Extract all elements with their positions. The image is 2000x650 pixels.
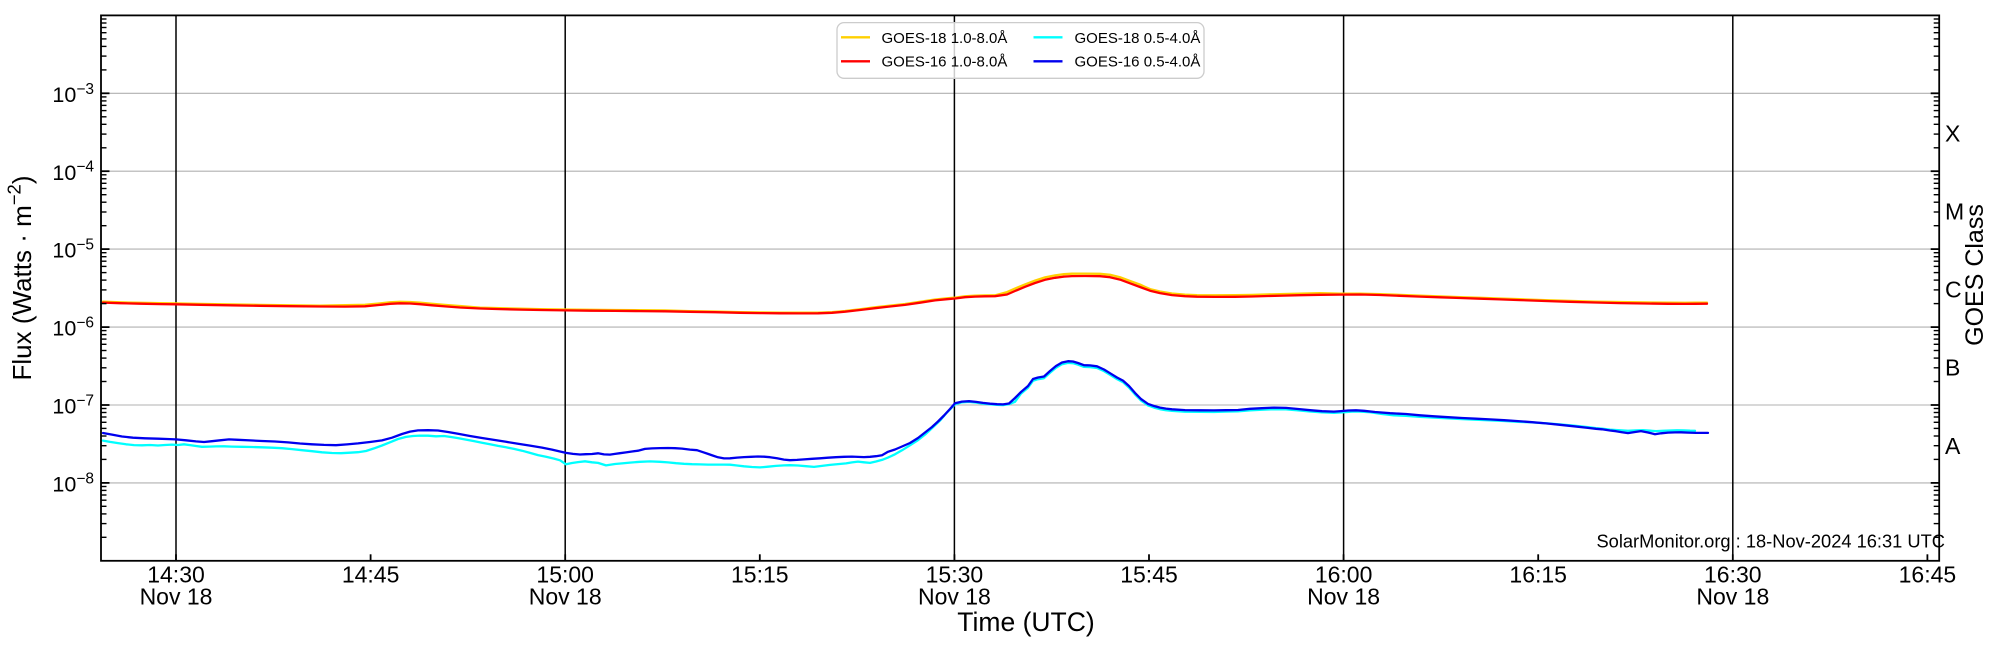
svg-text:GOES Class: GOES Class bbox=[1961, 204, 1989, 346]
svg-text:16:30: 16:30 bbox=[1704, 562, 1762, 588]
svg-text:15:15: 15:15 bbox=[731, 562, 789, 588]
svg-text:10−3: 10−3 bbox=[52, 81, 94, 107]
svg-text:10−8: 10−8 bbox=[52, 470, 94, 496]
svg-text:Flux (Watts · m−2): Flux (Watts · m−2) bbox=[3, 175, 37, 380]
svg-text:15:00: 15:00 bbox=[536, 562, 594, 588]
svg-text:16:00: 16:00 bbox=[1315, 562, 1373, 588]
svg-text:14:30: 14:30 bbox=[147, 562, 205, 588]
svg-text:16:45: 16:45 bbox=[1899, 562, 1957, 588]
svg-text:GOES-16 0.5-4.0Å: GOES-16 0.5-4.0Å bbox=[1075, 54, 1201, 71]
svg-text:14:45: 14:45 bbox=[342, 562, 400, 588]
svg-text:Time (UTC): Time (UTC) bbox=[957, 607, 1094, 637]
svg-text:Nov 18: Nov 18 bbox=[529, 584, 602, 610]
svg-text:A: A bbox=[1945, 433, 1961, 459]
svg-text:X: X bbox=[1945, 120, 1960, 146]
svg-text:Nov 18: Nov 18 bbox=[1696, 584, 1769, 610]
svg-text:Nov 18: Nov 18 bbox=[1307, 584, 1380, 610]
svg-text:M: M bbox=[1945, 198, 1964, 224]
svg-text:C: C bbox=[1945, 277, 1962, 303]
svg-text:GOES-18 0.5-4.0Å: GOES-18 0.5-4.0Å bbox=[1075, 30, 1201, 47]
svg-text:15:45: 15:45 bbox=[1120, 562, 1178, 588]
svg-text:GOES-18 1.0-8.0Å: GOES-18 1.0-8.0Å bbox=[882, 30, 1008, 47]
svg-text:16:15: 16:15 bbox=[1509, 562, 1567, 588]
svg-text:Nov 18: Nov 18 bbox=[140, 584, 213, 610]
svg-text:GOES-16 1.0-8.0Å: GOES-16 1.0-8.0Å bbox=[882, 54, 1008, 71]
svg-text:B: B bbox=[1945, 354, 1960, 380]
svg-text:SolarMonitor.org : 18-Nov-2024: SolarMonitor.org : 18-Nov-2024 16:31 UTC bbox=[1596, 531, 1945, 552]
svg-text:Nov 18: Nov 18 bbox=[918, 584, 991, 610]
svg-text:15:30: 15:30 bbox=[926, 562, 984, 588]
